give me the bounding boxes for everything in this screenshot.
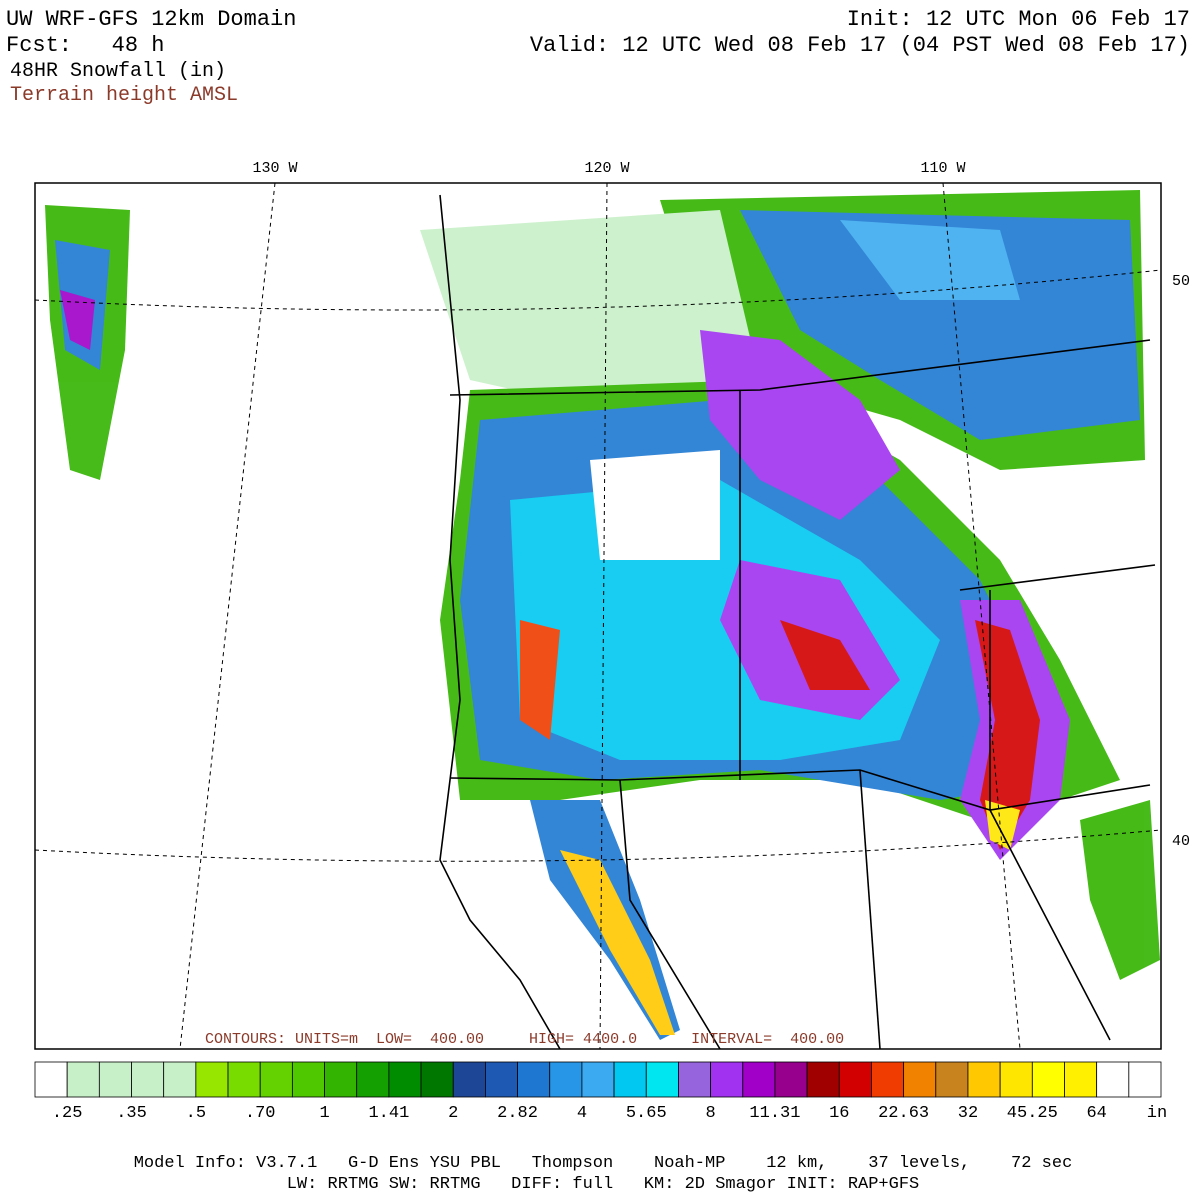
colorbar-box (838, 1061, 872, 1098)
footer-line: Model Info: V3.7.1 G-D Ens YSU PBL Thomp… (134, 1154, 1073, 1173)
colorbar-box (774, 1061, 808, 1098)
colorbar-label: 22.63 (878, 1104, 929, 1123)
colorbar-box (34, 1061, 68, 1098)
colorbar-box (324, 1061, 358, 1098)
valid: Valid: 12 UTC Wed 08 Feb 17 (04 PST Wed … (530, 33, 1190, 58)
colorbar-box (291, 1061, 325, 1098)
colorbar-label: 1.41 (368, 1104, 409, 1123)
contour-info: CONTOURS: UNITS=m LOW= 400.00 HIGH= 4400… (205, 1031, 844, 1048)
colorbar-label: 2.82 (497, 1104, 538, 1123)
colorbar-box (613, 1061, 647, 1098)
colorbar-label: 1 (319, 1104, 329, 1123)
colorbar-box (131, 1061, 165, 1098)
colorbar-label: 16 (829, 1104, 849, 1123)
colorbar-box (645, 1061, 679, 1098)
colorbar-label: 32 (958, 1104, 978, 1123)
colorbar-box (935, 1061, 969, 1098)
snow-field (45, 190, 1160, 1040)
colorbar-box (356, 1061, 390, 1098)
borders (439, 194, 1156, 1050)
lon-label: 120 W (584, 160, 629, 177)
contours-field: Terrain height AMSL (10, 84, 238, 107)
colorbar-label: .5 (186, 1104, 206, 1123)
colorbar-box (999, 1061, 1033, 1098)
init: Init: 12 UTC Mon 06 Feb 17 (847, 7, 1190, 32)
lat-label: 50 (1172, 273, 1190, 290)
colorbar-box (420, 1061, 454, 1098)
colorbar-box (742, 1061, 776, 1098)
colorbar-box (806, 1061, 840, 1098)
colorbar-box (581, 1061, 615, 1098)
colorbar-box (967, 1061, 1001, 1098)
colorbar-box (484, 1061, 518, 1098)
colorbar-box (259, 1061, 293, 1098)
colorbar-label: .35 (116, 1104, 147, 1123)
colorbar-label: .70 (245, 1104, 276, 1123)
colorbar-box (1128, 1061, 1162, 1098)
colorbar-label: 5.65 (626, 1104, 667, 1123)
colorbar-label: 64 (1086, 1104, 1106, 1123)
colorbar-box (871, 1061, 905, 1098)
colorbar-label: 2 (448, 1104, 458, 1123)
lon-label: 110 W (920, 160, 965, 177)
colorbar: .25 .35 .5 .70 1 1.41 2 2.82 4 5.65 8 11.31 16 22.63 3… (34, 1061, 1167, 1123)
forecast: Fcst: 48 h (6, 33, 164, 58)
colorbar-box (549, 1061, 583, 1098)
colorbar-box (1096, 1061, 1130, 1098)
lon-label: 130 W (252, 160, 297, 177)
colorbar-label: .25 (52, 1104, 83, 1123)
lat-label: 40 (1172, 833, 1190, 850)
colorbar-box (452, 1061, 486, 1098)
colorbar-box (98, 1061, 132, 1098)
map: 130 W 120 W 110 W 50 40 CONTOURS: UNITS=… (34, 160, 1190, 1050)
colorbar-box (710, 1061, 744, 1098)
colorbar-label: 4 (577, 1104, 587, 1123)
colorbar-box (195, 1061, 229, 1098)
colorbar-box (1064, 1061, 1098, 1098)
colorbar-label: 8 (705, 1104, 715, 1123)
colorbar-unit: in (1147, 1104, 1167, 1123)
colorbar-box (517, 1061, 551, 1098)
colorbar-label: 45.25 (1007, 1104, 1058, 1123)
colorbar-box (227, 1061, 261, 1098)
colorbar-label: 11.31 (749, 1104, 800, 1123)
footer-line: LW: RRTMG SW: RRTMG DIFF: full KM: 2D Sm… (287, 1175, 920, 1194)
colorbar-box (163, 1061, 197, 1098)
graticule (34, 182, 1162, 1050)
colorbar-box (903, 1061, 937, 1098)
colorbar-box (66, 1061, 100, 1098)
colorbar-box (678, 1061, 712, 1098)
colorbar-box (388, 1061, 422, 1098)
colorbar-box (1031, 1061, 1065, 1098)
field: 48HR Snowfall (in) (10, 60, 226, 83)
title: UW WRF-GFS 12km Domain (6, 7, 296, 32)
